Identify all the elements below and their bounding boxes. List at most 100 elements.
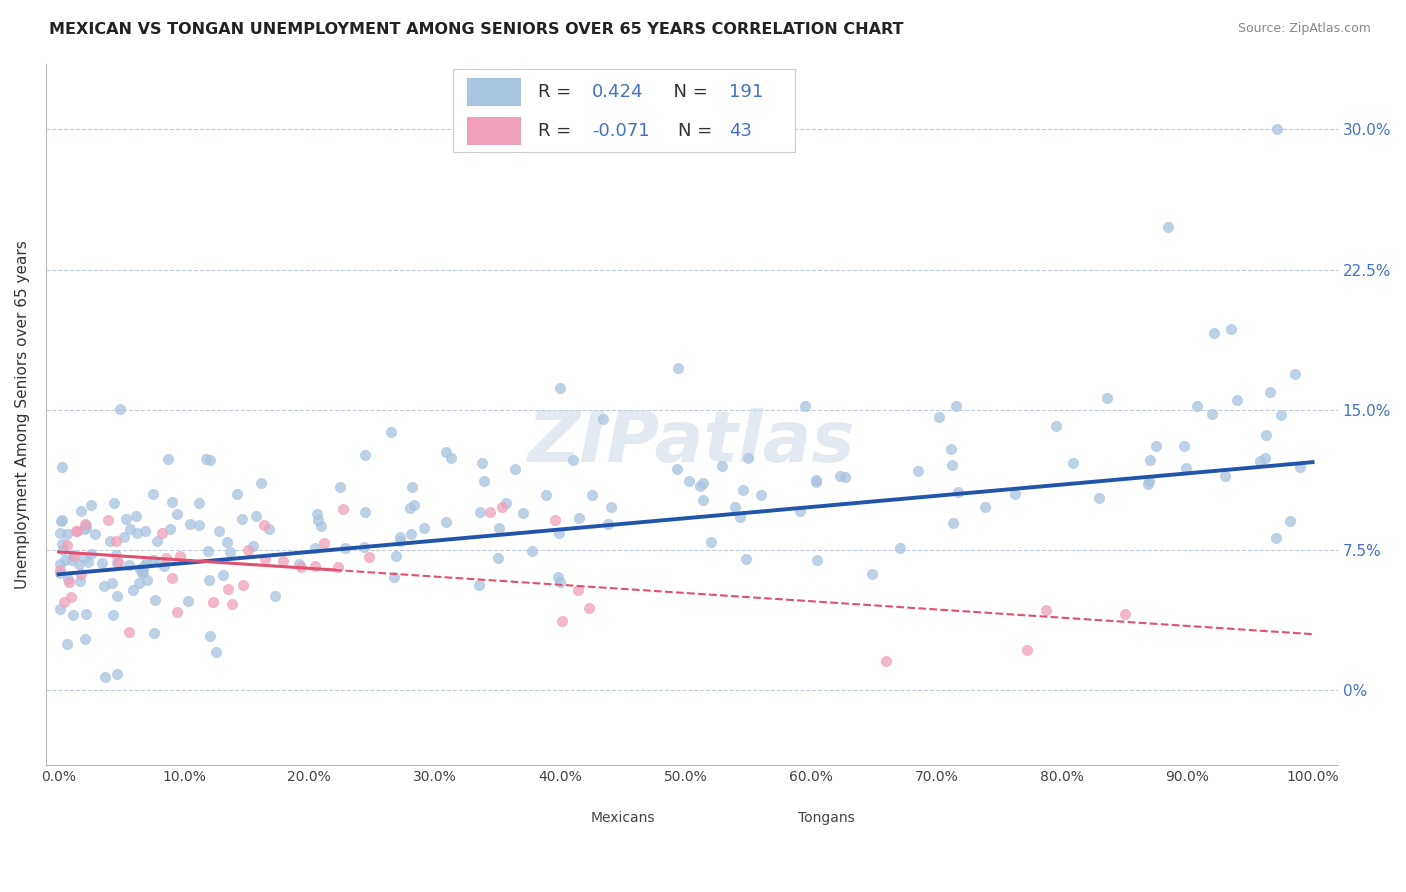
Point: [357, 550, 380, 565]
Point: [710, 458, 733, 473]
Text: R =: R =: [538, 122, 576, 140]
Point: [592, 412, 614, 426]
Point: [1144, 439, 1167, 453]
Point: [599, 500, 621, 515]
Point: [195, 452, 218, 467]
Point: [503, 462, 526, 476]
Point: [1137, 475, 1160, 489]
Point: [232, 578, 254, 592]
Point: [304, 541, 326, 556]
Point: [568, 511, 591, 525]
Point: [1173, 439, 1195, 453]
Point: [132, 565, 155, 579]
Point: [353, 505, 375, 519]
Point: [73, 516, 96, 531]
Point: [401, 480, 423, 494]
Point: [789, 504, 811, 518]
Point: [1267, 122, 1289, 136]
Point: [70, 567, 93, 582]
Point: [389, 533, 412, 548]
Point: [312, 535, 335, 549]
Point: [56, 527, 79, 541]
Point: [56, 637, 79, 651]
Point: [305, 507, 328, 521]
Text: MEXICAN VS TONGAN UNEMPLOYMENT AMONG SENIORS OVER 65 YEARS CORRELATION CHART: MEXICAN VS TONGAN UNEMPLOYMENT AMONG SEN…: [49, 22, 904, 37]
Point: [134, 524, 156, 538]
Point: [1062, 457, 1084, 471]
Point: [1220, 322, 1243, 336]
FancyBboxPatch shape: [453, 69, 796, 152]
Text: N =: N =: [678, 122, 717, 140]
Point: [75, 517, 97, 532]
Point: [188, 496, 211, 510]
Point: [212, 568, 235, 582]
Point: [198, 573, 221, 587]
Point: [62, 549, 84, 563]
Point: [385, 549, 408, 563]
Point: [56, 538, 79, 552]
Point: [335, 541, 357, 555]
Point: [58, 572, 80, 586]
Point: [730, 509, 752, 524]
Point: [219, 544, 242, 558]
Point: [67, 557, 90, 571]
Point: [470, 505, 492, 519]
Point: [737, 450, 759, 465]
Point: [471, 456, 494, 470]
Point: [249, 476, 271, 491]
Point: [114, 512, 136, 526]
Point: [90, 556, 112, 570]
Point: [94, 670, 117, 684]
Point: [353, 540, 375, 554]
Point: [221, 597, 243, 611]
Point: [201, 595, 224, 609]
Point: [121, 582, 143, 597]
Point: [142, 487, 165, 501]
Point: [197, 544, 219, 558]
Point: [53, 553, 76, 567]
Point: [103, 496, 125, 510]
Point: [245, 509, 267, 524]
Point: [129, 562, 152, 576]
Point: [49, 602, 72, 616]
Point: [1185, 400, 1208, 414]
Point: [97, 512, 120, 526]
Point: [204, 645, 226, 659]
Point: [136, 574, 159, 588]
Point: [440, 451, 463, 466]
Point: [157, 452, 180, 467]
Text: N =: N =: [662, 83, 714, 101]
Point: [354, 448, 377, 462]
Point: [412, 521, 434, 535]
Point: [941, 458, 963, 473]
Y-axis label: Unemployment Among Seniors over 65 years: Unemployment Among Seniors over 65 years: [15, 240, 30, 589]
Point: [84, 526, 107, 541]
Point: [860, 567, 883, 582]
Point: [1265, 531, 1288, 545]
Point: [598, 517, 620, 532]
Point: [806, 552, 828, 566]
Point: [49, 526, 72, 541]
Point: [75, 521, 97, 535]
Point: [1270, 409, 1292, 423]
Point: [288, 557, 311, 571]
Point: [76, 555, 98, 569]
Point: [666, 360, 689, 375]
Point: [132, 558, 155, 573]
Point: [93, 579, 115, 593]
Point: [804, 473, 827, 487]
Point: [49, 514, 72, 528]
Point: [939, 442, 962, 457]
Point: [536, 488, 558, 502]
Point: [889, 541, 911, 555]
Point: [217, 535, 239, 549]
Point: [162, 571, 184, 585]
Point: [434, 445, 457, 459]
Point: [65, 524, 87, 539]
FancyBboxPatch shape: [467, 78, 522, 106]
FancyBboxPatch shape: [541, 808, 583, 828]
Point: [105, 666, 128, 681]
Point: [52, 543, 75, 558]
Point: [166, 605, 188, 619]
Point: [108, 402, 131, 417]
